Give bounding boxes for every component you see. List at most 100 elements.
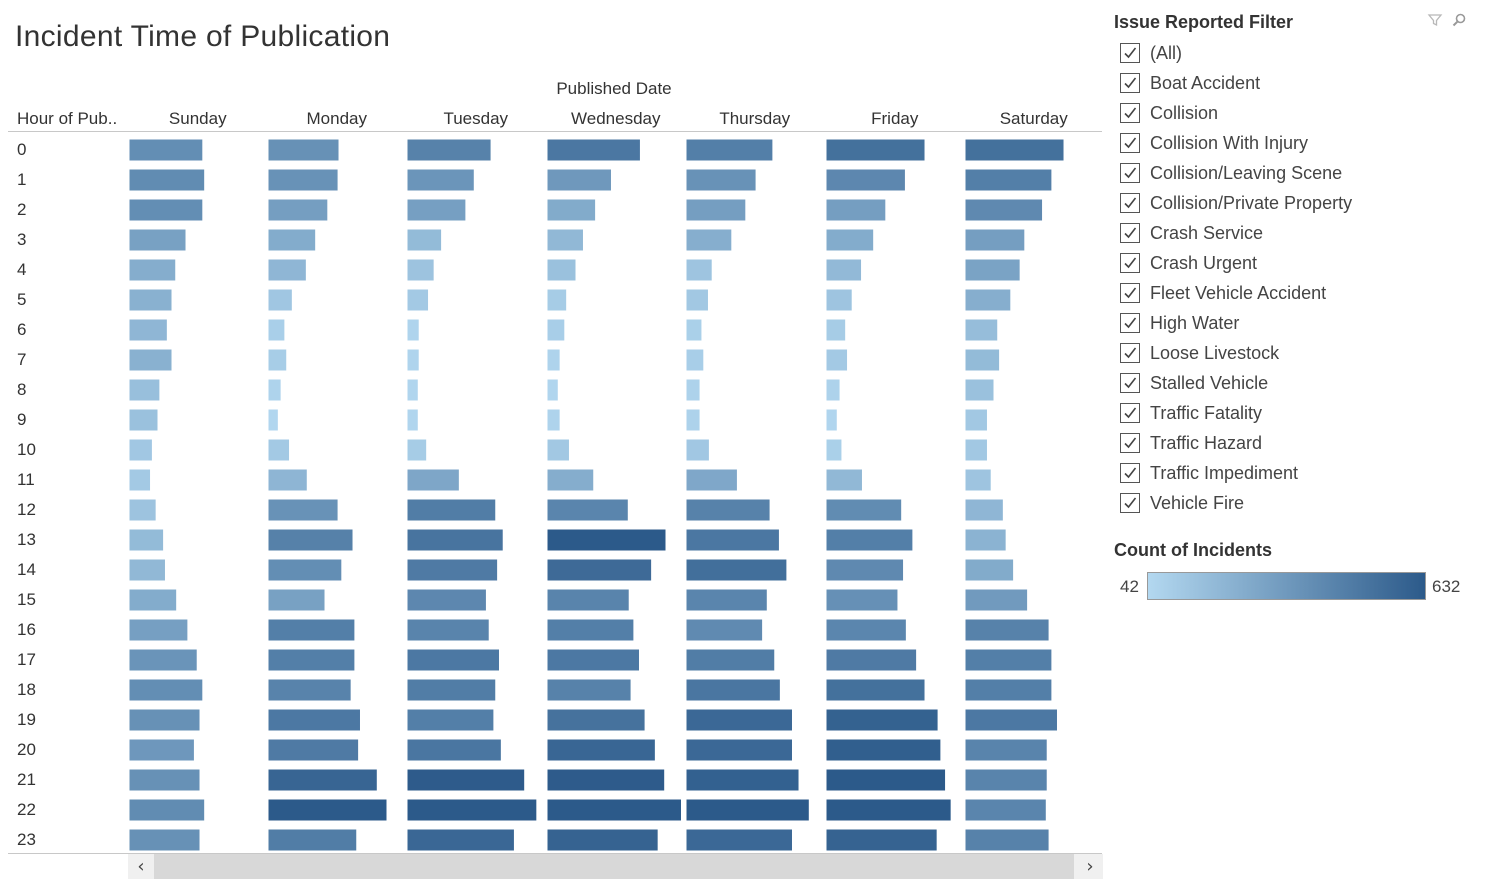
bar[interactable] (547, 229, 583, 251)
bar[interactable] (965, 559, 1014, 581)
bar[interactable] (268, 829, 357, 851)
bar[interactable] (686, 259, 712, 281)
bar[interactable] (129, 289, 172, 311)
bar[interactable] (826, 199, 886, 221)
bar[interactable] (407, 199, 466, 221)
bar[interactable] (826, 379, 840, 401)
filter-item[interactable]: Loose Livestock (1120, 338, 1480, 368)
bar[interactable] (268, 439, 290, 461)
bar[interactable] (965, 409, 987, 431)
bar[interactable] (129, 139, 203, 161)
bar[interactable] (965, 319, 998, 341)
bar[interactable] (826, 679, 925, 701)
bar[interactable] (547, 379, 558, 401)
bar[interactable] (547, 709, 645, 731)
bar[interactable] (965, 259, 1020, 281)
bar[interactable] (268, 769, 377, 791)
bar[interactable] (407, 499, 496, 521)
bar[interactable] (547, 289, 567, 311)
filter-item[interactable]: Fleet Vehicle Accident (1120, 278, 1480, 308)
bar[interactable] (407, 559, 498, 581)
bar[interactable] (965, 709, 1057, 731)
bar[interactable] (129, 349, 172, 371)
bar[interactable] (826, 349, 848, 371)
funnel-icon[interactable] (1427, 12, 1443, 28)
bar[interactable] (129, 709, 200, 731)
bar[interactable] (268, 139, 339, 161)
bar[interactable] (965, 739, 1047, 761)
bar[interactable] (826, 289, 852, 311)
search-icon[interactable] (1451, 12, 1467, 28)
bar[interactable] (686, 349, 704, 371)
bar[interactable] (686, 829, 792, 851)
checkbox[interactable] (1120, 313, 1140, 333)
bar[interactable] (826, 529, 913, 551)
bar[interactable] (965, 769, 1047, 791)
bar[interactable] (826, 559, 904, 581)
bar[interactable] (407, 259, 434, 281)
bar[interactable] (547, 679, 631, 701)
bar[interactable] (407, 139, 491, 161)
bar[interactable] (268, 319, 285, 341)
bar[interactable] (407, 379, 418, 401)
bar[interactable] (407, 829, 514, 851)
bar[interactable] (826, 139, 925, 161)
bar[interactable] (547, 199, 596, 221)
bar[interactable] (826, 319, 846, 341)
checkbox[interactable] (1120, 343, 1140, 363)
bar[interactable] (268, 679, 351, 701)
bar[interactable] (268, 589, 325, 611)
bar[interactable] (686, 199, 746, 221)
bar[interactable] (547, 589, 629, 611)
bar[interactable] (686, 709, 792, 731)
bar[interactable] (686, 649, 775, 671)
bar[interactable] (686, 469, 737, 491)
bar[interactable] (268, 739, 359, 761)
bar[interactable] (407, 169, 474, 191)
bar[interactable] (268, 379, 281, 401)
bar[interactable] (129, 739, 194, 761)
bar[interactable] (826, 229, 874, 251)
bar[interactable] (547, 469, 594, 491)
bar[interactable] (129, 319, 167, 341)
bar[interactable] (686, 679, 780, 701)
bar[interactable] (129, 559, 165, 581)
bar[interactable] (547, 349, 560, 371)
bar[interactable] (965, 349, 1000, 371)
bar[interactable] (686, 589, 767, 611)
bar[interactable] (965, 199, 1043, 221)
bar[interactable] (547, 799, 681, 821)
bar[interactable] (965, 379, 994, 401)
bar[interactable] (965, 529, 1006, 551)
chevron-left-icon[interactable]: ‹ (137, 856, 145, 877)
bar[interactable] (965, 619, 1049, 641)
bar[interactable] (407, 739, 501, 761)
bar[interactable] (826, 439, 842, 461)
bar[interactable] (407, 679, 496, 701)
checkbox[interactable] (1120, 103, 1140, 123)
bar[interactable] (547, 139, 640, 161)
bar[interactable] (407, 709, 494, 731)
chevron-right-icon[interactable]: › (1086, 856, 1094, 877)
checkbox[interactable] (1120, 163, 1140, 183)
bar[interactable] (965, 799, 1046, 821)
bar[interactable] (826, 649, 917, 671)
checkbox[interactable] (1120, 493, 1140, 513)
bar[interactable] (407, 649, 499, 671)
bar[interactable] (547, 319, 565, 341)
filter-item[interactable]: Vehicle Fire (1120, 488, 1480, 518)
filter-item[interactable]: Crash Service (1120, 218, 1480, 248)
bar[interactable] (965, 829, 1049, 851)
bar[interactable] (826, 739, 941, 761)
bar[interactable] (407, 319, 419, 341)
bar[interactable] (826, 259, 862, 281)
bar[interactable] (129, 589, 177, 611)
filter-item[interactable]: Boat Accident (1120, 68, 1480, 98)
bar[interactable] (268, 559, 342, 581)
bar[interactable] (965, 139, 1064, 161)
bar[interactable] (965, 229, 1025, 251)
bar[interactable] (129, 199, 203, 221)
bar[interactable] (547, 169, 611, 191)
bar[interactable] (407, 589, 486, 611)
filter-item[interactable]: High Water (1120, 308, 1480, 338)
